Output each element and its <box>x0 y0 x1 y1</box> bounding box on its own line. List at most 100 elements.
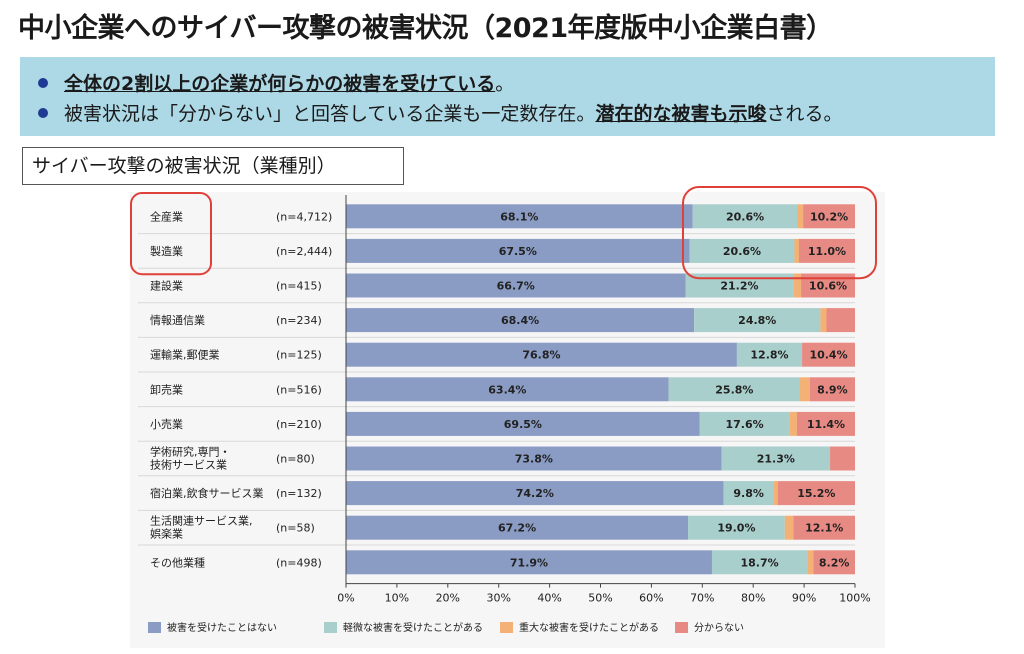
data-label: 66.7% <box>497 280 535 293</box>
bar-segment <box>346 515 689 540</box>
category-label: 娯楽業 <box>150 527 183 541</box>
data-label: 12.1% <box>805 522 843 535</box>
sample-size-label: (n=498) <box>276 556 322 569</box>
x-tick-label: 30% <box>486 592 510 605</box>
bar-segment <box>820 308 827 333</box>
data-label: 17.6% <box>725 418 763 431</box>
data-label: 68.1% <box>500 210 538 223</box>
data-label: 25.8% <box>715 383 753 396</box>
bar-segment <box>793 273 802 298</box>
bar-segment <box>711 550 808 575</box>
legend-label: 重大な被害を受けたことがある <box>519 621 659 634</box>
legend-label: 分からない <box>694 622 744 634</box>
data-label: 9.8% <box>733 487 764 500</box>
bar-segment <box>721 446 831 471</box>
summary-bullet-1: 全体の2割以上の企業が何らかの被害を受けている。 <box>38 69 514 96</box>
bar-segment <box>689 238 795 263</box>
x-tick-label: 60% <box>639 592 663 605</box>
category-label: 運輸業,郵便業 <box>150 348 220 362</box>
bar-segment <box>699 411 790 436</box>
bar-segment <box>694 308 821 333</box>
x-tick-label: 50% <box>588 592 612 605</box>
legend-swatch <box>148 622 161 633</box>
sample-size-label: (n=210) <box>276 418 322 431</box>
bar-segment <box>346 204 693 229</box>
bullet-1-tail: 。 <box>495 73 515 95</box>
x-tick-label: 10% <box>385 592 409 605</box>
bar-segment <box>346 342 737 367</box>
bullet-dot-icon <box>38 77 48 88</box>
bar-segment <box>346 238 690 263</box>
bullet-2-emphasis: 潜在的な被害も示唆 <box>595 103 767 125</box>
data-label: 18.7% <box>740 556 778 569</box>
x-tick-label: 70% <box>690 592 714 605</box>
legend-swatch <box>324 622 337 633</box>
category-label: 生活関連サービス業, <box>150 514 253 528</box>
bar-segment <box>346 446 722 471</box>
bar-segment <box>826 308 855 333</box>
data-label: 21.2% <box>720 280 758 293</box>
data-label: 74.2% <box>516 487 554 500</box>
category-label: 宿泊業,飲食サービス業 <box>150 486 264 500</box>
sample-size-label: (n=132) <box>276 487 322 500</box>
summary-bullet-2: 被害状況は「分からない」と回答している企業も一定数存在。潜在的な被害も示唆される… <box>38 99 842 126</box>
bullet-1-emphasis: 全体の2割以上の企業が何らかの被害を受けている <box>64 73 496 95</box>
sample-size-label: (n=415) <box>276 280 322 293</box>
bar-segment <box>799 238 855 263</box>
data-label: 8.2% <box>819 556 850 569</box>
x-tick-label: 90% <box>792 592 816 605</box>
bar-segment <box>796 411 855 436</box>
data-label: 67.2% <box>498 522 536 535</box>
bar-segment <box>793 515 855 540</box>
bar-segment <box>723 481 774 506</box>
page-title: 中小企業へのサイバー攻撃の被害状況（2021年度版中小企業白書） <box>18 13 833 44</box>
bar-segment <box>688 515 785 540</box>
bar-segment <box>809 377 855 402</box>
highlight-frame-values <box>682 186 877 280</box>
data-label: 15.2% <box>797 487 835 500</box>
data-label: 20.6% <box>726 210 764 223</box>
category-label: 小売業 <box>150 418 183 431</box>
category-label: 学術研究,専門・ <box>150 445 231 459</box>
data-label: 67.5% <box>499 245 537 258</box>
bullet-dot-icon <box>38 107 48 118</box>
sample-size-label: (n=234) <box>276 314 322 327</box>
sample-size-label: (n=516) <box>276 383 322 396</box>
legend-label: 軽微な被害を受けたことがある <box>343 621 483 634</box>
category-label: 卸売業 <box>150 382 183 396</box>
summary-banner: 全体の2割以上の企業が何らかの被害を受けている。 被害状況は「分からない」と回答… <box>20 57 995 136</box>
data-label: 19.0% <box>717 522 755 535</box>
sample-size-label: (n=125) <box>276 349 322 362</box>
data-label: 10.4% <box>809 349 847 362</box>
legend-swatch <box>500 622 513 633</box>
bar-segment <box>803 204 855 229</box>
bar-segment <box>797 204 804 229</box>
bar-segment <box>692 204 798 229</box>
data-label: 63.4% <box>488 383 526 396</box>
data-label: 12.8% <box>750 349 788 362</box>
bar-segment <box>773 481 778 506</box>
bar-segment <box>668 377 801 402</box>
data-label: 10.6% <box>809 280 847 293</box>
x-tick-label: 20% <box>436 592 460 605</box>
data-label: 11.0% <box>808 245 846 258</box>
x-tick-label: 80% <box>741 592 765 605</box>
bar-segment <box>784 515 794 540</box>
category-label: その他業種 <box>150 555 205 569</box>
chart-subtitle: サイバー攻撃の被害状況（業種別） <box>22 147 404 185</box>
bar-segment <box>346 377 669 402</box>
category-label: 情報通信業 <box>150 314 205 327</box>
x-tick-label: 40% <box>537 592 561 605</box>
x-tick-label: 0% <box>337 592 354 605</box>
data-label: 20.6% <box>723 245 761 258</box>
sample-size-label: (n=80) <box>276 453 315 466</box>
data-label: 8.9% <box>817 383 848 396</box>
category-label: 製造業 <box>150 244 183 258</box>
bar-segment <box>346 481 724 506</box>
data-label: 10.2% <box>810 210 848 223</box>
bar-segment <box>346 308 695 333</box>
legend-swatch <box>675 622 688 633</box>
bar-segment <box>807 550 814 575</box>
bar-segment <box>794 238 800 263</box>
